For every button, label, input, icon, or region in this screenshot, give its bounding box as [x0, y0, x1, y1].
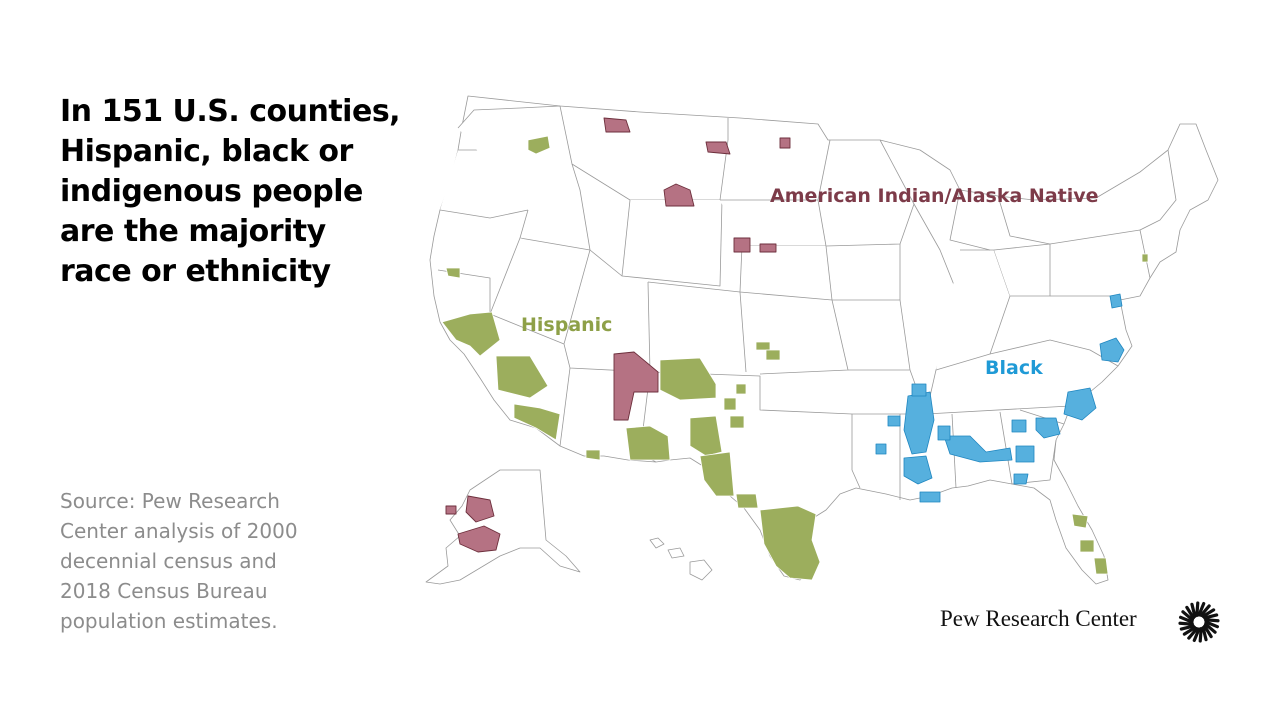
native-county-four-corners [613, 351, 659, 421]
logo-ray [1204, 618, 1220, 623]
black-label: Black [985, 357, 1043, 379]
black-county-ar-2 [875, 443, 887, 455]
hispanic-county-tx-panhandle-2 [765, 349, 781, 361]
hispanic-county-ca-north [445, 267, 461, 279]
native-county-nd-2 [779, 137, 791, 149]
logo-ray [1178, 621, 1194, 626]
hispanic-county-fl-2 [1079, 539, 1095, 553]
hispanic-county-fl-3 [1093, 557, 1109, 575]
black-county-ar [887, 415, 901, 427]
hispanic-county-wa [527, 135, 551, 155]
logo-ray [1198, 627, 1203, 643]
logo-ray [1204, 622, 1217, 634]
hispanic-county-ny [1141, 253, 1149, 263]
black-county-va-north [1109, 293, 1123, 309]
logo-ray [1204, 620, 1220, 629]
native-county-ak-2 [457, 525, 501, 553]
logo-ray [1182, 626, 1197, 636]
hispanic-county-tx-3 [699, 451, 735, 497]
black-county-ga-1 [1011, 419, 1027, 433]
hispanic-county-ca-south [495, 355, 549, 399]
logo-ray [1201, 608, 1216, 618]
logo-ray [1190, 602, 1197, 618]
pew-sunburst-icon [1178, 601, 1220, 643]
native-county-ak-3 [445, 505, 457, 515]
black-county-ms-delta [903, 391, 935, 455]
hispanic-county-ks-2 [723, 397, 737, 411]
hispanic-county-tx-panhandle-1 [755, 341, 771, 351]
hispanic-label: Hispanic [521, 314, 613, 336]
black-county-ga-3 [1013, 473, 1029, 485]
black-county-al-belt [943, 435, 1013, 463]
logo-ray [1181, 610, 1194, 622]
logo-ray [1187, 627, 1199, 640]
hispanic-county-tx-south [759, 505, 821, 581]
black-county-va [1099, 337, 1125, 363]
native-county-sd-2 [759, 243, 777, 253]
hispanic-county-ca-valley [441, 311, 501, 357]
source-note: Source: Pew Research Center analysis of … [60, 489, 298, 633]
hispanic-county-tx-1 [729, 415, 745, 429]
brand-name: Pew Research Center [940, 606, 1137, 631]
state-outlines [425, 95, 1219, 585]
page-title: In 151 U.S. counties, Hispanic, black or… [60, 94, 401, 289]
native-county-sd-1 [733, 237, 751, 253]
hispanic-county-az [585, 449, 601, 461]
hispanic-county-ks-1 [735, 383, 747, 395]
hispanic-county-co [659, 357, 717, 401]
logo-ray [1195, 601, 1200, 617]
logo-ray [1192, 627, 1201, 643]
logo-ray [1185, 605, 1195, 620]
black-county-la [903, 455, 933, 485]
native-label: American Indian/Alaska Native [770, 185, 1099, 207]
native-county-mt-1 [603, 117, 631, 133]
black-county-nc [1063, 387, 1097, 421]
logo-ray [1179, 624, 1195, 631]
native-counties [445, 117, 791, 553]
native-county-mt-2 [663, 183, 695, 207]
black-counties [875, 293, 1125, 503]
logo-ray [1201, 626, 1208, 642]
hispanic-county-fl-1 [1071, 513, 1089, 529]
hispanic-counties [441, 135, 1149, 581]
logo-ray [1178, 615, 1194, 624]
black-county-ms-2 [937, 425, 951, 441]
logo-ray [1197, 601, 1206, 617]
logo-ray [1199, 604, 1211, 617]
hispanic-county-ca-imperial [513, 403, 561, 441]
hispanic-county-tx-4 [735, 493, 759, 509]
hispanic-county-nm [625, 425, 671, 461]
native-county-ak-1 [465, 495, 495, 523]
black-county-ga-2 [1015, 445, 1035, 463]
logo-ray [1203, 613, 1219, 620]
black-county-tn [911, 383, 927, 397]
black-county-sc [1035, 417, 1061, 439]
native-county-nd-1 [705, 141, 731, 155]
black-county-la-south [919, 491, 941, 503]
logo-ray [1203, 624, 1213, 639]
